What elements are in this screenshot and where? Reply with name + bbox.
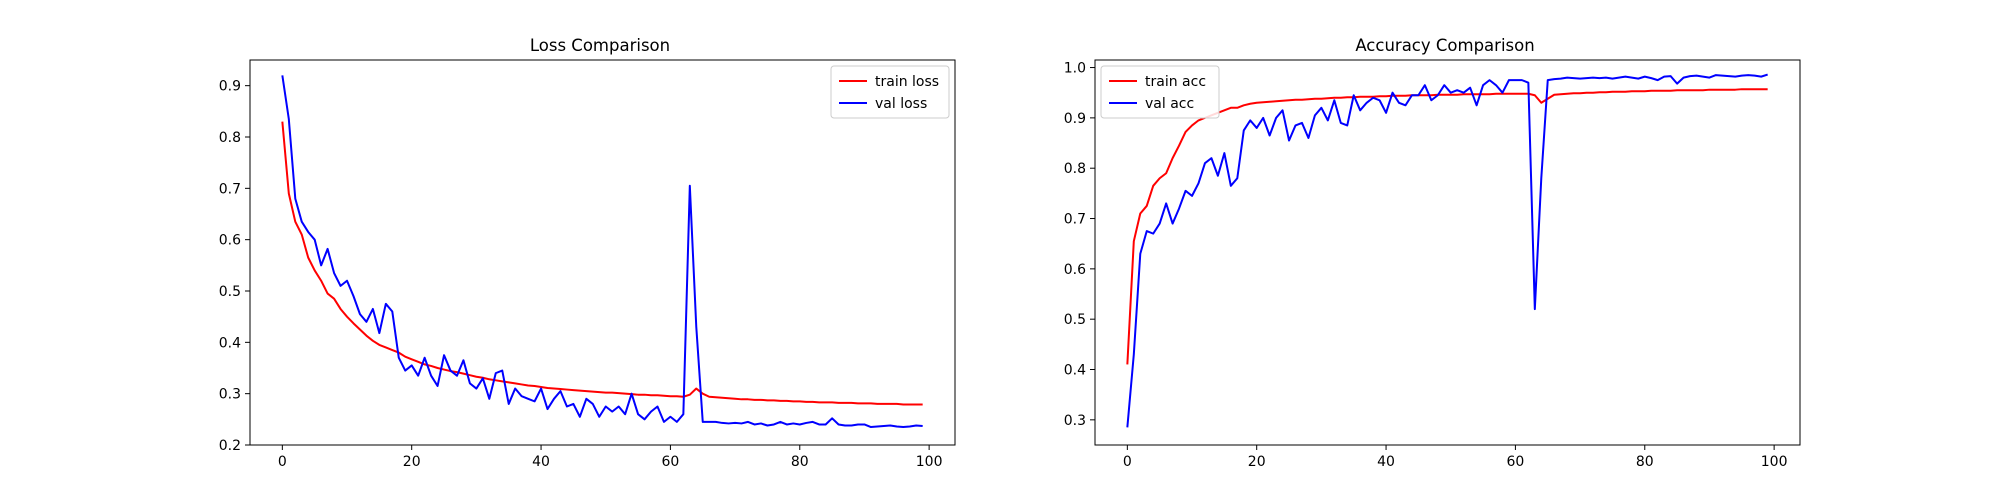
x-tick-label: 40: [532, 454, 550, 470]
x-tick-label: 100: [1761, 454, 1788, 470]
axes-frame: [1094, 59, 1801, 446]
x-tick-label: 80: [791, 454, 809, 470]
y-tick-label: 0.4: [1064, 363, 1086, 379]
y-tick-label: 0.5: [1064, 312, 1086, 328]
series-line-val-acc: [1126, 73, 1768, 428]
y-tick-label: 0.8: [1064, 161, 1086, 177]
loss-comparison-chart: Loss Comparison 0 20 40 60 80 100 0.2 0.3 0.4 0.5…: [219, 36, 956, 470]
x-tick-label: 60: [661, 454, 679, 470]
y-tick-label: 0.3: [1064, 413, 1086, 429]
legend-label: val loss: [875, 96, 927, 112]
x-tick-label: 20: [1248, 454, 1266, 470]
y-tick-label: 0.9: [219, 79, 241, 95]
y-tick-label: 0.2: [219, 438, 241, 454]
legend-label: train acc: [1145, 74, 1206, 90]
legend: train loss val loss: [830, 65, 950, 119]
series-line-val-loss: [281, 75, 923, 429]
legend-box: [830, 65, 950, 119]
legend-box: [1100, 65, 1220, 119]
x-tick-label: 20: [403, 454, 421, 470]
series-line-train-acc: [1126, 88, 1768, 365]
chart-title: Accuracy Comparison: [1355, 36, 1534, 55]
x-tick-label: 40: [1377, 454, 1395, 470]
y-tick-label: 0.7: [219, 181, 241, 197]
chart-title: Loss Comparison: [530, 36, 670, 55]
legend-label: val acc: [1145, 96, 1194, 112]
y-tick-label: 0.5: [219, 284, 241, 300]
x-tick-label: 0: [1123, 454, 1132, 470]
y-tick-label: 0.3: [219, 387, 241, 403]
y-tick-label: 0.8: [219, 130, 241, 146]
x-tick-label: 100: [916, 454, 943, 470]
legend: train acc val acc: [1100, 65, 1220, 119]
legend-label: train loss: [875, 74, 939, 90]
x-tick-label: 60: [1506, 454, 1524, 470]
series-line-train-loss: [281, 121, 923, 406]
y-tick-label: 0.6: [1064, 262, 1086, 278]
plot-area: 0 20 40 60 80 100 0.3 0.4 0.5 0.6 0.7 0.8 0.9 1.0 trai…: [1064, 59, 1801, 470]
y-tick-label: 1.0: [1064, 61, 1086, 77]
y-tick-label: 0.6: [219, 233, 241, 249]
x-tick-label: 80: [1636, 454, 1654, 470]
y-tick-label: 0.7: [1064, 212, 1086, 228]
x-tick-label: 0: [278, 454, 287, 470]
axes-frame: [249, 59, 956, 446]
y-tick-label: 0.9: [1064, 111, 1086, 127]
y-tick-label: 0.4: [219, 335, 241, 351]
accuracy-comparison-chart: Accuracy Comparison 0 20 40 60 80 100 0.3 0.4 0.…: [1064, 36, 1801, 470]
plot-area: 0 20 40 60 80 100 0.2 0.3 0.4 0.5 0.6 0.7 0.8 0.9 trai…: [219, 59, 956, 470]
